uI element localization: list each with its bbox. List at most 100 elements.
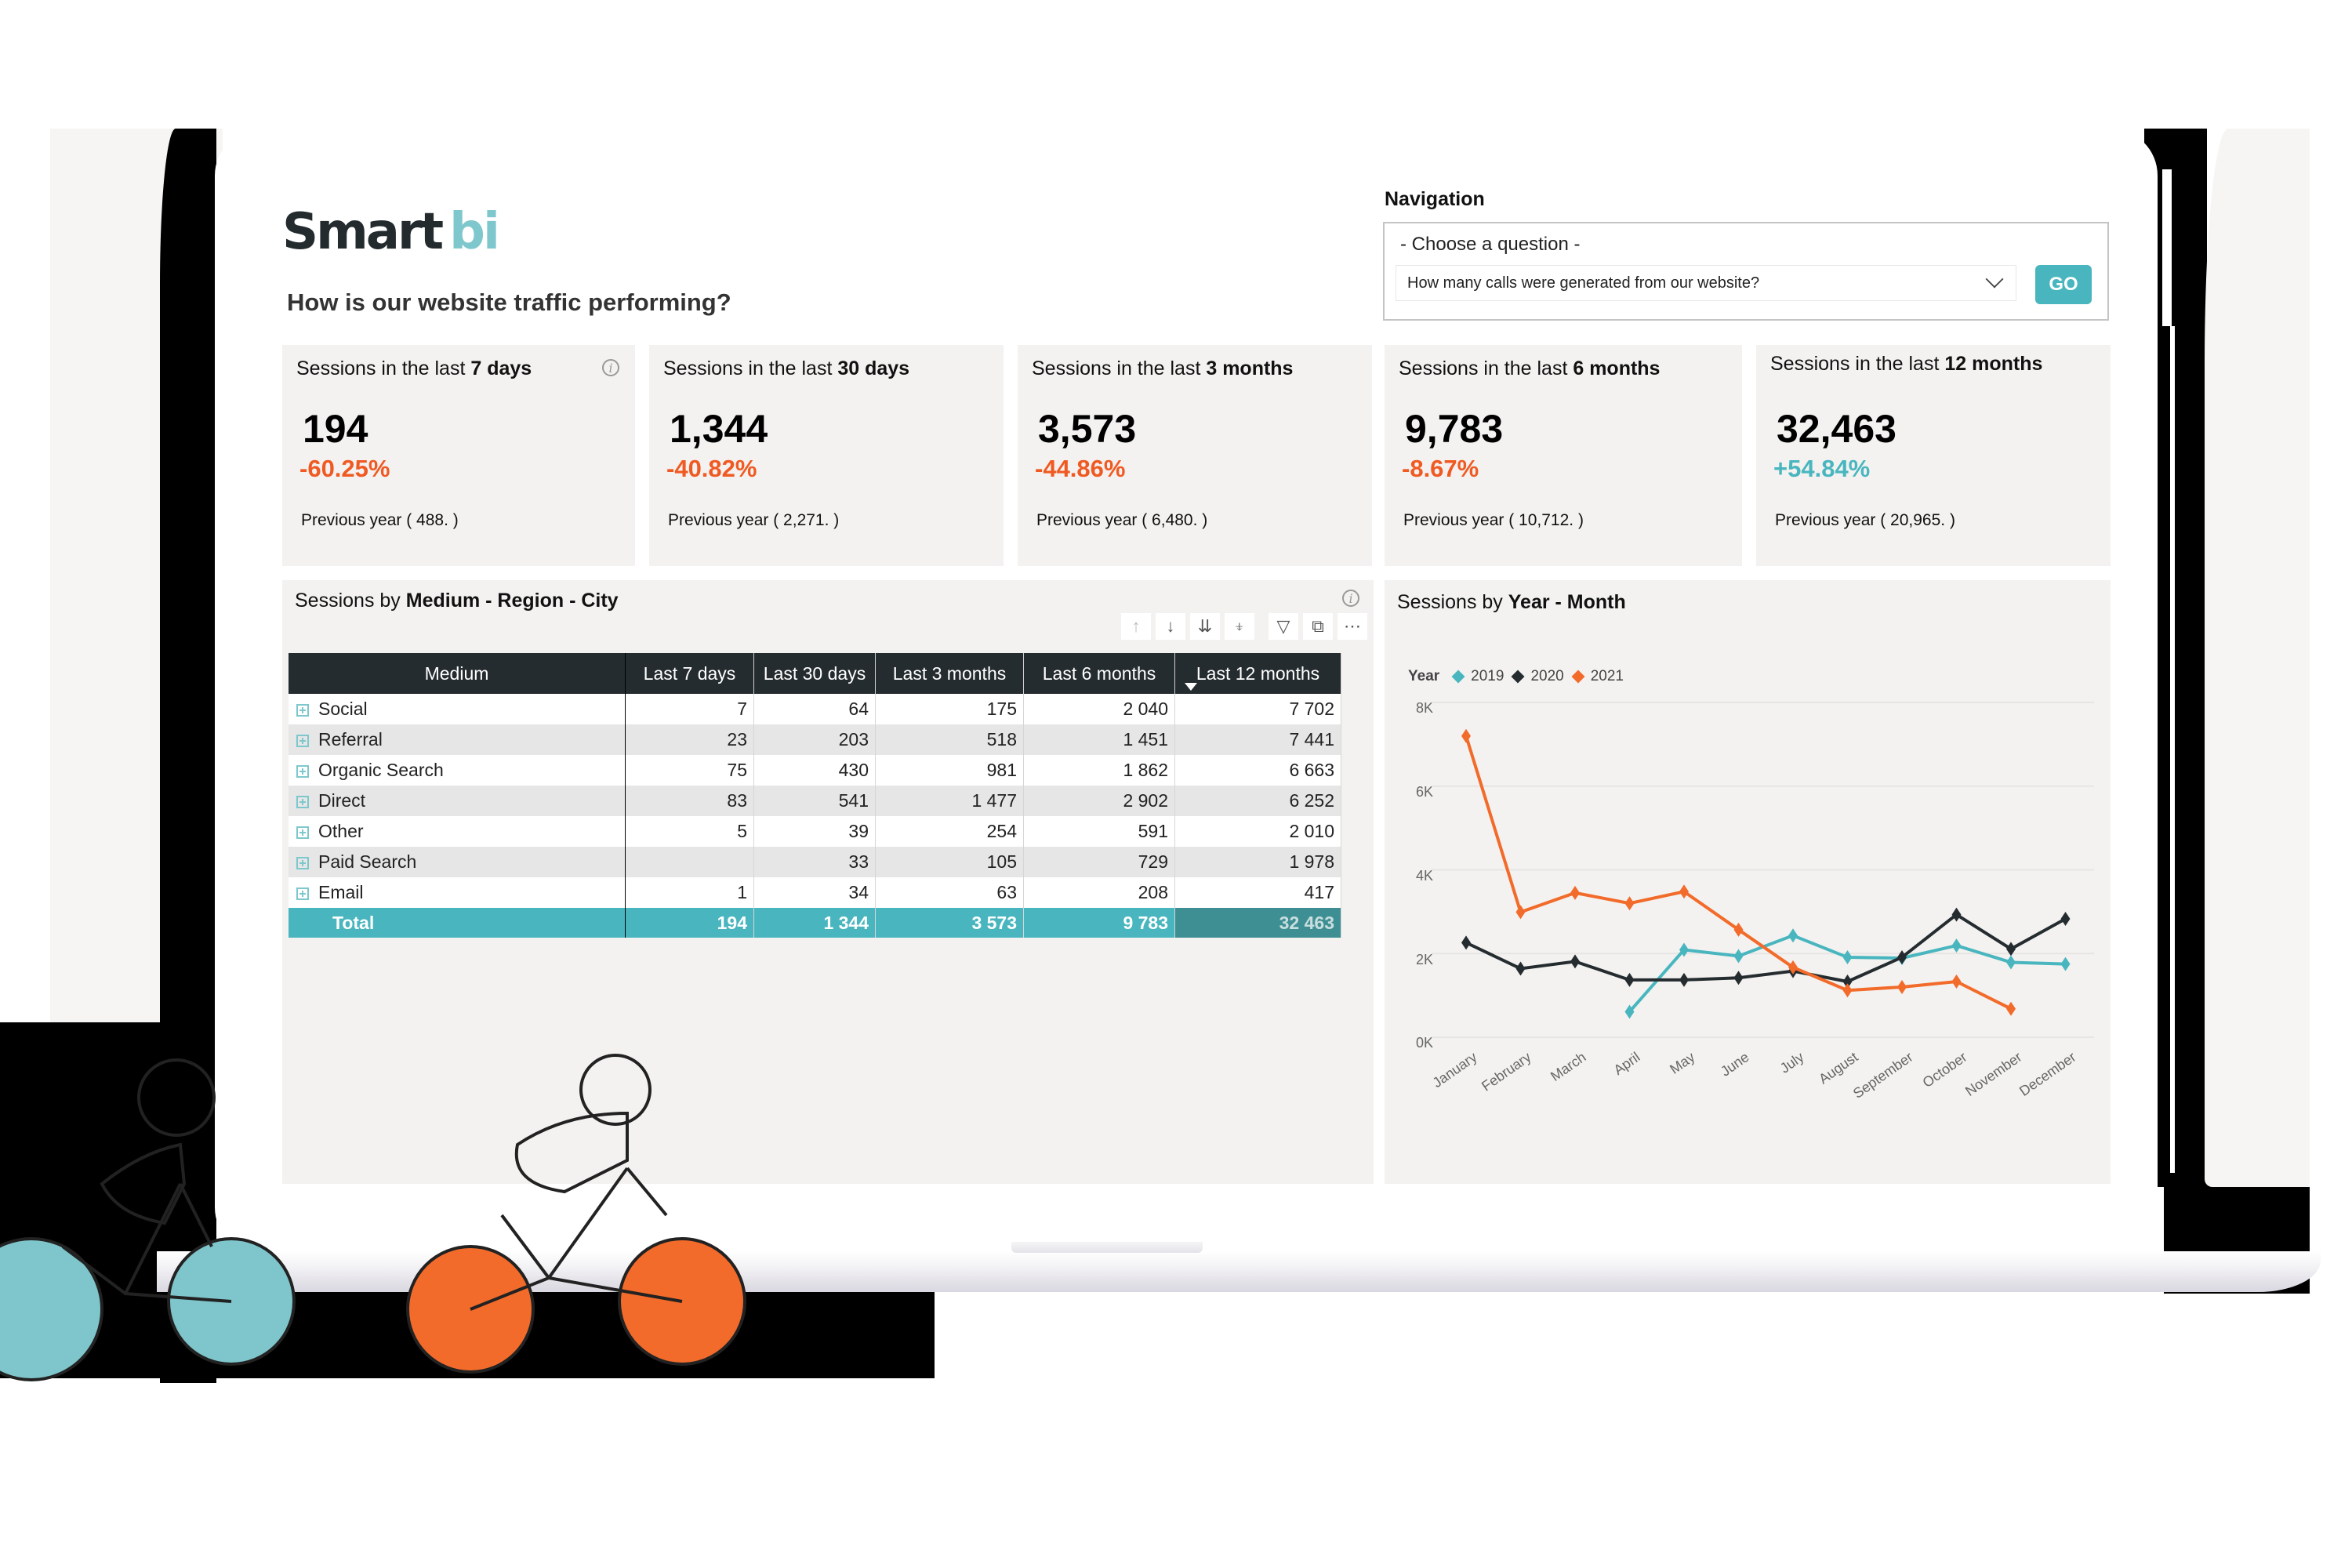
- expand-row-icon[interactable]: [296, 887, 309, 900]
- expand-row-icon[interactable]: [296, 734, 309, 747]
- page-title: How is our website traffic performing?: [287, 289, 731, 316]
- data-point-marker[interactable]: [1842, 950, 1853, 965]
- logo-text-main: Smart: [282, 203, 444, 261]
- expand-row-icon[interactable]: [296, 856, 309, 869]
- expand-row-icon[interactable]: [296, 764, 309, 778]
- cell-medium: Social: [318, 699, 368, 719]
- arrow-down-icon[interactable]: ↓: [1156, 613, 1185, 640]
- data-point-marker[interactable]: [1733, 971, 1744, 985]
- data-point-marker[interactable]: [1461, 728, 1471, 743]
- data-point-marker[interactable]: [2006, 942, 2016, 956]
- data-point-marker[interactable]: [1461, 935, 1471, 950]
- kpi-change: -60.25%: [299, 455, 390, 482]
- expand-row-icon[interactable]: [296, 703, 309, 717]
- column-header-last-6-months[interactable]: Last 6 months: [1023, 653, 1175, 694]
- data-point-marker[interactable]: [1570, 954, 1580, 969]
- data-point-marker[interactable]: [1624, 972, 1635, 987]
- data-point-marker[interactable]: [1951, 907, 1962, 922]
- cell-medium: Organic Search: [318, 760, 444, 780]
- cell-value: 1 477: [875, 786, 1024, 816]
- sort-descending-icon: [1185, 683, 1197, 691]
- cell-value: 63: [875, 877, 1024, 908]
- kpi-card-7-days: Sessions in the last 7 days i 194 -60.25…: [282, 345, 635, 566]
- legend-item-2021[interactable]: 2021: [1590, 668, 1624, 684]
- cell-value: 83: [625, 786, 754, 816]
- go-button[interactable]: GO: [2035, 265, 2092, 304]
- cell-value: 23: [625, 724, 754, 755]
- cell-medium: Other: [318, 821, 364, 841]
- cell-value: 64: [753, 694, 876, 724]
- data-point-marker[interactable]: [1515, 961, 1526, 976]
- legend-item-2020[interactable]: 2020: [1530, 668, 1564, 684]
- cell-value: 1 978: [1174, 847, 1341, 877]
- cell-value: 75: [625, 755, 754, 786]
- laptop-side-line: [2170, 326, 2175, 1173]
- kpi-previous-year: Previous year ( 2,271. ): [668, 511, 840, 529]
- data-point-marker[interactable]: [2060, 956, 2071, 971]
- column-header-last-12-months[interactable]: Last 12 months: [1174, 653, 1341, 694]
- info-icon[interactable]: i: [1342, 590, 1359, 607]
- data-point-marker[interactable]: [2060, 911, 2071, 926]
- arrow-up-icon[interactable]: ↑: [1121, 613, 1151, 640]
- cell-value: 541: [753, 786, 876, 816]
- data-point-marker[interactable]: [1570, 885, 1580, 900]
- data-point-marker[interactable]: [1624, 1004, 1635, 1019]
- data-point-marker[interactable]: [1951, 938, 1962, 953]
- info-icon[interactable]: i: [602, 359, 619, 376]
- column-header-last-30-days[interactable]: Last 30 days: [753, 653, 876, 694]
- cell-value: 981: [875, 755, 1024, 786]
- cell-value: 2 902: [1023, 786, 1175, 816]
- data-point-marker[interactable]: [1897, 950, 1907, 965]
- kpi-title: Sessions in the last 30 days: [663, 358, 910, 379]
- filter-icon[interactable]: ▽: [1269, 613, 1298, 640]
- kpi-value: 194: [303, 407, 368, 451]
- cell-value: 5: [625, 816, 754, 847]
- cell-value: 1 451: [1023, 724, 1175, 755]
- expand-hierarchy-icon[interactable]: ⍖: [1225, 613, 1254, 640]
- visual-toolbar: ↑ ↓ ⇊ ⍖ ▽ ⧉ ⋯: [1121, 613, 1367, 640]
- navigation-label: Navigation: [1385, 188, 1485, 210]
- data-point-marker[interactable]: [1679, 942, 1689, 957]
- legend-item-2019[interactable]: 2019: [1471, 668, 1504, 684]
- data-point-marker[interactable]: [1842, 983, 1853, 998]
- kpi-previous-year: Previous year ( 20,965. ): [1775, 511, 1955, 529]
- table-row: Email 1 34 63 208 417: [289, 877, 1341, 908]
- more-options-icon[interactable]: ⋯: [1338, 613, 1367, 640]
- data-point-marker[interactable]: [1788, 960, 1798, 975]
- cell-value: 2 040: [1023, 694, 1175, 724]
- expand-row-icon[interactable]: [296, 826, 309, 839]
- cell-value: 6 252: [1174, 786, 1341, 816]
- kpi-value: 3,573: [1038, 407, 1137, 451]
- cell-value: 2 010: [1174, 816, 1341, 847]
- data-point-marker[interactable]: [1679, 972, 1689, 987]
- kpi-change: +54.84%: [1773, 455, 1871, 482]
- cell-medium: Email: [318, 882, 364, 902]
- chart-panel-title: Sessions by Year - Month: [1397, 591, 1626, 613]
- expand-row-icon[interactable]: [296, 795, 309, 808]
- data-point-marker[interactable]: [1515, 905, 1526, 920]
- data-point-marker[interactable]: [1842, 975, 1853, 989]
- y-axis-tick: 4K: [1416, 868, 1434, 884]
- table-header-row: Medium Last 7 days Last 30 days Last 3 m…: [289, 653, 1341, 694]
- kpi-change: -8.67%: [1402, 455, 1479, 482]
- cell-total-label: Total: [332, 912, 375, 933]
- data-point-marker[interactable]: [1733, 949, 1744, 964]
- sessions-matrix-table: Medium Last 7 days Last 30 days Last 3 m…: [289, 653, 1341, 938]
- data-point-marker[interactable]: [1788, 928, 1798, 943]
- data-point-marker[interactable]: [1897, 979, 1907, 994]
- question-dropdown[interactable]: How many calls were generated from our w…: [1396, 265, 2016, 301]
- data-point-marker[interactable]: [1624, 896, 1635, 911]
- data-point-marker[interactable]: [1679, 884, 1689, 899]
- double-arrow-down-icon[interactable]: ⇊: [1190, 613, 1220, 640]
- column-header-medium[interactable]: Medium: [289, 653, 626, 694]
- kpi-change: -40.82%: [666, 455, 757, 482]
- data-point-marker[interactable]: [1733, 922, 1744, 937]
- column-header-last-7-days[interactable]: Last 7 days: [625, 653, 754, 694]
- background-panel-right: [2205, 129, 2310, 1187]
- data-point-marker[interactable]: [2006, 955, 2016, 970]
- focus-mode-icon[interactable]: ⧉: [1303, 613, 1333, 640]
- column-header-last-3-months[interactable]: Last 3 months: [875, 653, 1024, 694]
- data-point-marker[interactable]: [2006, 1001, 2016, 1016]
- cell-total: 9 783: [1023, 908, 1175, 938]
- data-point-marker[interactable]: [1951, 975, 1962, 989]
